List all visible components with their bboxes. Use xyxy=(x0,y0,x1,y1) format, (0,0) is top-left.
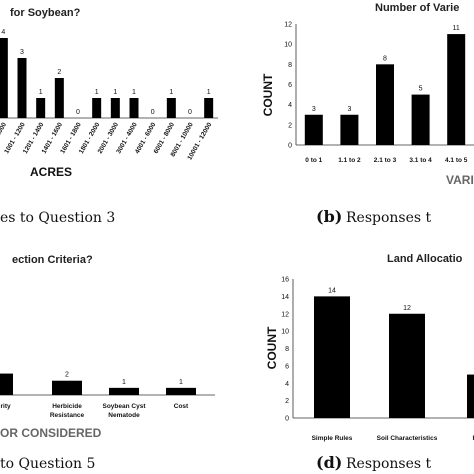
data-label: 11 xyxy=(453,25,460,32)
bar xyxy=(17,58,27,118)
category-label: Soil Characteristics xyxy=(377,435,438,442)
caption-b-letter: (b) xyxy=(316,207,342,226)
data-label: 1 xyxy=(179,379,183,386)
bar xyxy=(0,373,13,395)
caption-c: to Question 5 xyxy=(0,456,95,472)
caption-b: Responses t xyxy=(346,210,432,226)
x-axis-label-b: VARIE xyxy=(446,173,474,187)
caption-a: es to Question 3 xyxy=(0,210,115,226)
data-label: 5 xyxy=(419,86,423,93)
y-tick-label: 12 xyxy=(281,311,289,318)
data-label: 1 xyxy=(113,89,117,96)
bar xyxy=(204,98,214,118)
category-label: Herbicide Resistance xyxy=(50,403,85,419)
bar xyxy=(304,114,323,145)
data-label: 1 xyxy=(169,89,173,96)
y-tick-label: 6 xyxy=(285,363,289,370)
data-label: 0 xyxy=(76,109,80,116)
y-tick-label: 12 xyxy=(284,22,292,29)
y-tick-label: 4 xyxy=(288,102,292,109)
y-tick-label: 4 xyxy=(285,381,289,388)
category-label: Relative xyxy=(473,435,474,442)
bar xyxy=(54,78,64,118)
data-label: 1 xyxy=(122,379,126,386)
category-label: Cost xyxy=(174,403,189,410)
data-label: 1 xyxy=(39,89,43,96)
y-tick-label: 16 xyxy=(281,277,289,284)
bar xyxy=(109,387,139,395)
y-tick-label: 6 xyxy=(288,82,292,89)
data-label: 3 xyxy=(347,106,351,113)
panel-d: Land Allocatio 0 2 4 6 8 10 12 14 16 14 Simple Rule… xyxy=(265,253,474,442)
bar xyxy=(0,38,8,118)
chart-title-d: Land Allocatio xyxy=(387,253,463,265)
category-label: 1.1 to 2 xyxy=(338,157,361,164)
caption-d: Responses t xyxy=(346,456,432,472)
data-label: 0 xyxy=(188,109,192,116)
bar xyxy=(389,313,425,418)
category-label: 2.1 to 3 xyxy=(374,157,397,164)
category-label: Simple Rules xyxy=(312,435,353,442)
bar xyxy=(110,98,120,118)
data-label: 12 xyxy=(403,305,411,312)
bar xyxy=(52,380,82,395)
data-label: 2 xyxy=(65,372,69,379)
caption-d-letter: (d) xyxy=(316,453,342,472)
chart-title-b: Number of Varie xyxy=(375,2,459,14)
y-tick-label: 2 xyxy=(285,398,289,405)
category-label: Maturity xyxy=(0,403,11,410)
x-axis-label-c: OR CONSIDERED xyxy=(0,426,102,440)
y-axis-label-d: COUNT xyxy=(265,326,279,369)
bar xyxy=(376,64,394,145)
bar xyxy=(166,98,176,118)
y-tick-label: 2 xyxy=(288,122,292,129)
category-label: - 1000 xyxy=(0,121,8,141)
y-tick-label: 8 xyxy=(288,62,292,69)
bar xyxy=(129,98,139,118)
data-label: 14 xyxy=(328,287,336,294)
bar xyxy=(447,34,466,146)
data-label: 3 xyxy=(20,49,24,56)
data-label: 8 xyxy=(383,55,387,62)
chart-title-a: for Soybean? xyxy=(10,7,81,19)
chart-title-c: ection Criteria? xyxy=(12,254,93,266)
bar xyxy=(36,98,46,118)
data-label: 0 xyxy=(151,109,155,116)
bar xyxy=(314,296,350,418)
bar xyxy=(467,374,474,418)
category-label: 0 to 1 xyxy=(305,157,322,164)
y-tick-label: 0 xyxy=(288,143,292,150)
panel-b: Number of Varie 0 2 4 6 8 10 12 3 0 to 1 3 1.1 to 2… xyxy=(261,2,474,187)
y-tick-label: 10 xyxy=(284,42,292,49)
category-label: 3.1 to 4 xyxy=(409,157,432,164)
data-label: 3 xyxy=(312,106,316,113)
y-tick-label: 14 xyxy=(281,294,289,301)
bar xyxy=(340,114,359,145)
x-axis-label-a: ACRES xyxy=(30,165,72,179)
data-label: 4 xyxy=(1,29,5,36)
data-label: 2 xyxy=(57,69,61,76)
bar xyxy=(411,94,430,145)
category-label: 4.1 to 5 xyxy=(445,157,468,164)
category-label: Soybean Cyst Nematode xyxy=(103,403,147,419)
data-label: 1 xyxy=(132,89,136,96)
y-axis-label-b: COUNT xyxy=(261,73,275,116)
y-tick-label: 0 xyxy=(285,416,289,423)
data-label: 1 xyxy=(95,89,99,96)
bar xyxy=(92,98,102,118)
bar xyxy=(166,387,196,395)
y-tick-label: 10 xyxy=(281,329,289,336)
data-label: 1 xyxy=(207,89,211,96)
y-tick-label: 8 xyxy=(285,346,289,353)
panel-c: ection Criteria? Maturity 2 HerbicideResist… xyxy=(0,254,215,440)
